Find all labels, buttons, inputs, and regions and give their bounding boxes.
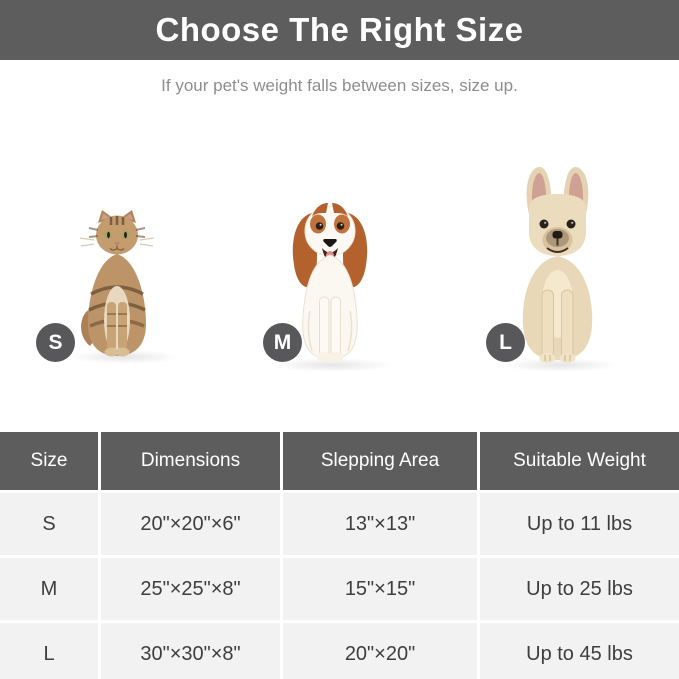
spaniel-shadow <box>272 358 392 372</box>
table-cell-weight-l: Up to 45 lbs <box>480 623 679 679</box>
table-cell-sleeping-area-s: 13"×13" <box>283 493 477 555</box>
size-table: Size Dimensions Slepping Area Suitable W… <box>0 432 679 679</box>
table-header-suitable-weight: Suitable Weight <box>480 432 679 490</box>
size-badge-s-label: S <box>48 330 63 354</box>
table-cell-size-m: M <box>0 558 98 620</box>
subtitle: If your pet's weight falls between sizes… <box>161 76 518 95</box>
size-badge-s: S <box>36 323 75 362</box>
table-header-sleeping-area: Slepping Area <box>283 432 477 490</box>
bulldog-shadow <box>503 358 618 372</box>
size-badge-l: L <box>486 323 525 362</box>
french-bulldog-image <box>522 166 593 363</box>
page-title: Choose The Right Size <box>155 11 524 48</box>
table-cell-dimensions-l: 30"×30"×8" <box>101 623 280 679</box>
table-cell-size-l: L <box>0 623 98 679</box>
table-cell-weight-s: Up to 11 lbs <box>480 493 679 555</box>
size-badge-m-label: M <box>273 330 292 354</box>
table-header-dimensions: Dimensions <box>101 432 280 490</box>
table-cell-sleeping-area-m: 15"×15" <box>283 558 477 620</box>
title-banner: Choose The Right Size <box>0 0 679 60</box>
cat-shadow <box>70 350 180 364</box>
cavalier-spaniel-dog-image <box>292 203 368 362</box>
table-cell-dimensions-s: 20"×20"×6" <box>101 493 280 555</box>
table-cell-dimensions-m: 25"×25"×8" <box>101 558 280 620</box>
table-header-size: Size <box>0 432 98 490</box>
size-badge-m: M <box>263 323 302 362</box>
table-cell-sleeping-area-l: 20"×20" <box>283 623 477 679</box>
tabby-cat-image <box>79 210 155 357</box>
table-cell-size-s: S <box>0 493 98 555</box>
size-badge-l-label: L <box>499 330 512 354</box>
table-cell-weight-m: Up to 25 lbs <box>480 558 679 620</box>
